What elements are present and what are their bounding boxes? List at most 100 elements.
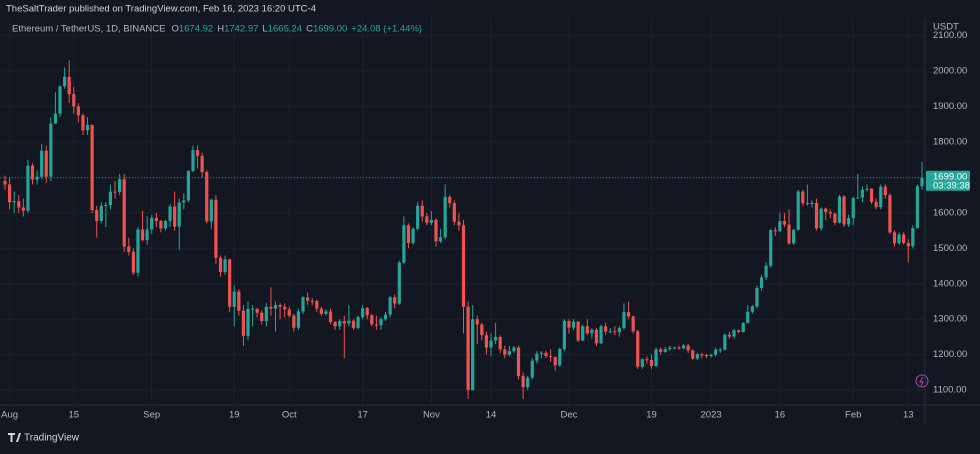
candle-body <box>168 206 172 222</box>
y-tick-label: 2100.00 <box>933 30 967 41</box>
candle-body <box>640 359 644 367</box>
candle-body <box>759 277 764 289</box>
candle-body <box>278 305 282 307</box>
y-tick-label: 1200.00 <box>933 349 967 360</box>
candle-body <box>310 300 314 302</box>
candle-body <box>883 186 887 196</box>
candle-body <box>21 207 25 211</box>
candle-body <box>824 208 828 213</box>
candle-body <box>869 188 874 202</box>
x-tick-label: Aug <box>1 410 18 421</box>
candle-body <box>727 334 732 337</box>
candle-body <box>461 225 466 307</box>
candle-body <box>704 355 709 357</box>
candle-body <box>374 324 378 326</box>
candle-body <box>906 242 910 247</box>
candle-body <box>356 317 360 329</box>
candle-body <box>237 291 241 311</box>
y-tick-label: 1800.00 <box>933 136 967 147</box>
candle-body <box>888 195 892 233</box>
candle-body <box>911 228 915 247</box>
candle-body <box>695 354 699 359</box>
candle-body <box>805 202 809 204</box>
candle-body <box>136 229 140 273</box>
candle-body <box>127 246 131 252</box>
candle-body <box>53 113 58 124</box>
candle-body <box>264 306 268 321</box>
candle-body <box>732 330 736 337</box>
candle-body <box>113 191 117 193</box>
footer <box>0 426 980 449</box>
candle-body <box>507 351 511 355</box>
ohlc-key: H <box>217 24 224 35</box>
candle-body <box>218 257 223 273</box>
candle-body <box>186 171 190 201</box>
candle-body <box>434 219 438 242</box>
candle-body <box>810 202 814 204</box>
candle-body <box>842 196 846 225</box>
x-tick-label: Nov <box>423 410 440 421</box>
candle-body <box>539 352 544 354</box>
candle-body <box>535 353 539 361</box>
candle-body <box>58 86 62 114</box>
candle-body <box>691 350 695 359</box>
candle-body <box>581 326 585 341</box>
candle-body <box>677 347 681 349</box>
candle-body <box>714 349 718 355</box>
candle-body <box>173 206 177 227</box>
candle-body <box>865 188 869 190</box>
candle-body <box>604 326 608 332</box>
candle-body <box>617 328 621 332</box>
candle-body <box>406 225 411 243</box>
candle-body <box>26 165 30 211</box>
candle-body <box>246 308 250 336</box>
y-tick-label: 1400.00 <box>933 278 967 289</box>
candle-body <box>347 320 351 324</box>
candle-body <box>787 224 791 244</box>
plot-area <box>0 18 925 405</box>
candle-body <box>792 229 796 244</box>
candle-body <box>338 320 342 327</box>
candle-body <box>388 297 392 315</box>
candle-body <box>241 310 246 336</box>
ohlc-value: 1742.97 <box>224 24 258 35</box>
candle-body <box>195 150 200 156</box>
y-tick-label: 1100.00 <box>933 385 967 396</box>
candle-body <box>328 311 333 323</box>
x-tick-label: 13 <box>903 410 914 421</box>
candle-body <box>383 314 388 320</box>
candle-body <box>319 308 323 314</box>
candle-body <box>700 354 704 356</box>
candle-body <box>549 356 553 358</box>
x-tick-label: Dec <box>561 410 578 421</box>
candle-body <box>163 221 168 229</box>
candle-body <box>892 232 897 244</box>
candle-body <box>81 115 85 131</box>
candle-body <box>493 336 498 341</box>
candle-body <box>30 165 35 180</box>
candle-body <box>416 205 420 229</box>
candle-body <box>773 230 777 232</box>
x-tick-label: 19 <box>229 410 240 421</box>
candle-body <box>659 349 663 352</box>
x-tick-label: 14 <box>486 410 497 421</box>
candle-body <box>480 324 484 336</box>
candle-body <box>67 76 71 95</box>
candle-body <box>35 176 39 180</box>
candle-body <box>590 329 594 334</box>
candle-body <box>292 315 296 328</box>
candle-body <box>663 348 667 352</box>
candle-body <box>108 191 113 206</box>
candle-body <box>668 347 672 349</box>
x-tick-label: 17 <box>357 410 368 421</box>
ohlc-key: O <box>171 24 178 35</box>
candle-body <box>63 76 67 87</box>
candle-body <box>516 347 521 376</box>
candle-body <box>558 348 562 366</box>
alert-icon[interactable] <box>915 374 929 388</box>
candle-body <box>475 319 479 325</box>
candle-body <box>283 306 287 310</box>
candle-body <box>622 312 626 329</box>
candle-body <box>856 197 860 199</box>
candle-body <box>177 202 181 227</box>
